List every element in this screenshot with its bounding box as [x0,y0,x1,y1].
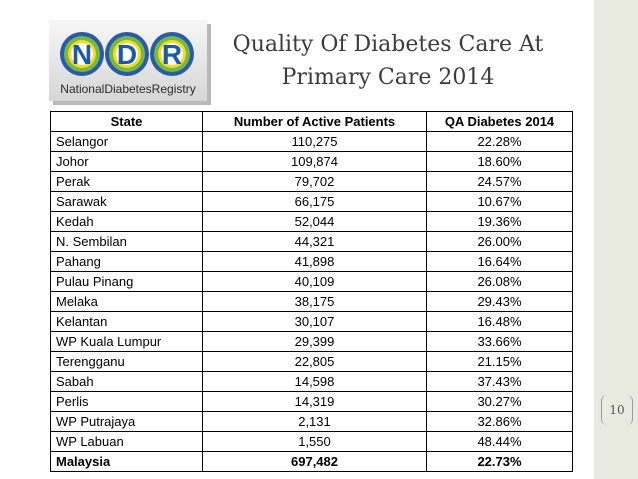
cell-total-patients: 697,482 [202,451,427,472]
table-row: Kedah 52,044 19.36% [50,211,573,232]
cell-qa-diabetes: 26.00% [426,231,573,252]
cell-qa-diabetes: 16.48% [426,311,573,332]
cell-qa-diabetes: 19.36% [426,211,573,232]
logo-letter-d: D [117,39,137,70]
cell-active-patients: 41,898 [202,251,427,272]
table-row: WP Kuala Lumpur 29,399 33.66% [50,331,573,352]
cell-active-patients: 14,598 [202,371,427,392]
page-number: 10 [601,395,633,425]
cell-active-patients: 1,550 [202,431,427,452]
cell-state: WP Labuan [50,431,203,452]
table-row: WP Labuan 1,550 48.44% [50,431,573,452]
cell-state: WP Putrajaya [50,411,203,432]
cell-state: Melaka [50,291,203,312]
table-row: Pahang 41,898 16.64% [50,251,573,272]
table-row: Perak 79,702 24.57% [50,171,573,192]
cell-state: Perlis [50,391,203,412]
table-row: Pulau Pinang 40,109 26.08% [50,271,573,292]
table-row-total: Malaysia 697,482 22.73% [50,451,573,472]
cell-state: Pulau Pinang [50,271,203,292]
cell-active-patients: 14,319 [202,391,427,412]
cell-state: Selangor [50,131,203,152]
cell-qa-diabetes: 37.43% [426,371,573,392]
cell-active-patients: 29,399 [202,331,427,352]
cell-active-patients: 38,175 [202,291,427,312]
logo-letter-r: R [162,39,182,70]
cell-state: N. Sembilan [50,231,203,252]
cell-state: Perak [50,171,203,192]
cell-state: WP Kuala Lumpur [50,331,203,352]
cell-qa-diabetes: 21.15% [426,351,573,372]
cell-state: Sarawak [50,191,203,212]
table-row: Terengganu 22,805 21.15% [50,351,573,372]
table-row: Sabah 14,598 37.43% [50,371,573,392]
table-row: Kelantan 30,107 16.48% [50,311,573,332]
cell-qa-diabetes: 24.57% [426,171,573,192]
header-qa-diabetes: QA Diabetes 2014 [426,111,573,132]
cell-active-patients: 109,874 [202,151,427,172]
cell-active-patients: 110,275 [202,131,427,152]
cell-state: Terengganu [50,351,203,372]
cell-qa-diabetes: 29.43% [426,291,573,312]
table-row: Perlis 14,319 30.27% [50,391,573,412]
slide-title-line-1: Quality Of Diabetes Care At [232,32,544,57]
cell-state: Pahang [50,251,203,272]
cell-total-qa: 22.73% [426,451,573,472]
cell-qa-diabetes: 26.08% [426,271,573,292]
table-header-row: State Number of Active Patients QA Diabe… [50,111,573,132]
header-active-patients: Number of Active Patients [202,111,427,132]
cell-qa-diabetes: 33.66% [426,331,573,352]
cell-active-patients: 52,044 [202,211,427,232]
header-state: State [50,111,203,132]
slide-title: Quality Of Diabetes Care At Primary Care… [216,28,560,94]
cell-active-patients: 40,109 [202,271,427,292]
cell-qa-diabetes: 32.86% [426,411,573,432]
cell-active-patients: 66,175 [202,191,427,212]
table-body: Selangor 110,275 22.28% Johor 109,874 18.60% P… [50,131,573,472]
diabetes-care-table: State Number of Active Patients QA Diabe… [50,111,573,472]
table-row: Johor 109,874 18.60% [50,151,573,172]
cell-qa-diabetes: 18.60% [426,151,573,172]
cell-qa-diabetes: 16.64% [426,251,573,272]
logo-wordmark: NationalDiabetesRegistry [60,82,195,96]
table-row: Melaka 38,175 29.43% [50,291,573,312]
cell-state: Kelantan [50,311,203,332]
ndr-logo-icon: N D R NationalDiabetesRegistry [49,20,211,105]
cell-state: Johor [50,151,203,172]
cell-state: Sabah [50,371,203,392]
cell-active-patients: 30,107 [202,311,427,332]
cell-qa-diabetes: 48.44% [426,431,573,452]
cell-active-patients: 79,702 [202,171,427,192]
cell-total-state: Malaysia [50,451,203,472]
cell-active-patients: 44,321 [202,231,427,252]
table-row: Sarawak 66,175 10.67% [50,191,573,212]
table-row: WP Putrajaya 2,131 32.86% [50,411,573,432]
logo-letter-n: N [72,39,92,70]
cell-qa-diabetes: 30.27% [426,391,573,412]
table-row: N. Sembilan 44,321 26.00% [50,231,573,252]
cell-qa-diabetes: 22.28% [426,131,573,152]
slide-title-line-2: Primary Care 2014 [281,65,495,90]
cell-active-patients: 2,131 [202,411,427,432]
cell-state: Kedah [50,211,203,232]
table-row: Selangor 110,275 22.28% [50,131,573,152]
ndr-logo: N D R NationalDiabetesRegistry [49,20,211,105]
cell-active-patients: 22,805 [202,351,427,372]
cell-qa-diabetes: 10.67% [426,191,573,212]
